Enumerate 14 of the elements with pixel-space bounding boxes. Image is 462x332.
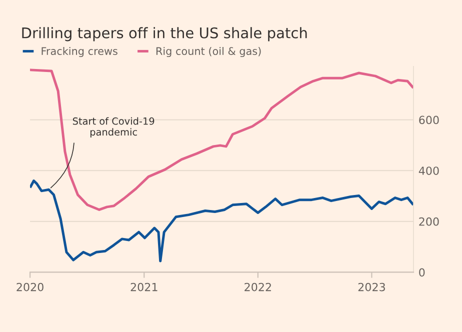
legend-label: Rig count (oil & gas) xyxy=(156,46,261,58)
x-tick-label: 2020 xyxy=(16,282,44,292)
y-tick-label: 600 xyxy=(419,116,439,124)
chart-title: Drilling tapers off in the US shale patch xyxy=(22,27,307,42)
y-tick-label: 200 xyxy=(419,217,439,226)
x-tick-label: 2023 xyxy=(358,282,385,292)
line-series xyxy=(30,68,414,211)
y-tick-label: 0 xyxy=(419,268,425,277)
x-tick-label: 2022 xyxy=(244,282,271,292)
x-tick-label: 2021 xyxy=(130,282,158,292)
y-tick-label: 400 xyxy=(418,166,439,175)
line-series xyxy=(30,180,414,262)
legend-label: Fracking crews xyxy=(42,46,118,58)
annotation: Start of Covid-19 pandemic xyxy=(72,117,154,138)
